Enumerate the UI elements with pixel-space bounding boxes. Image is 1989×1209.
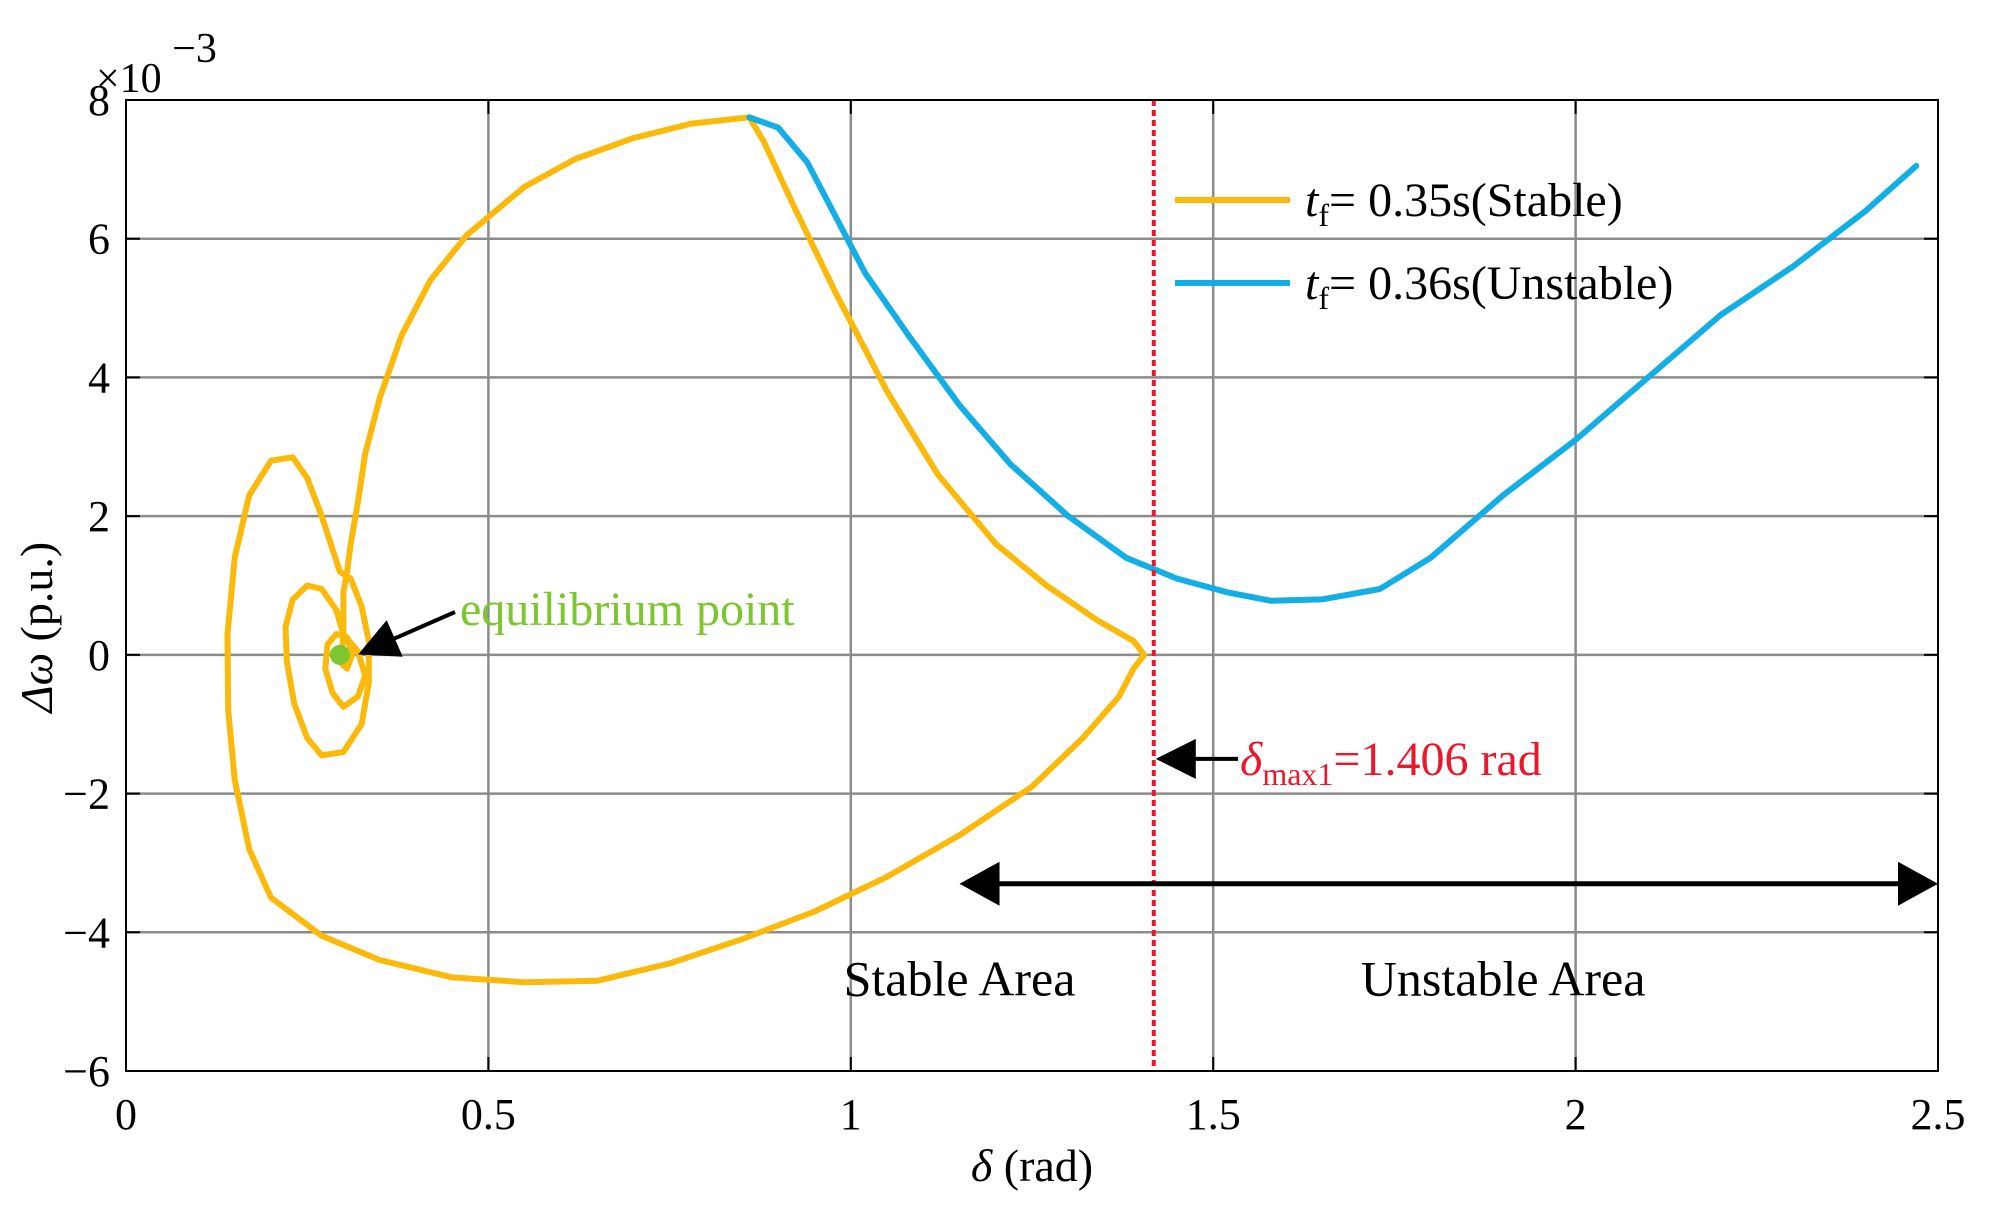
legend-symbol-unstable: t [1305,257,1320,310]
grid-layer [126,100,1938,1071]
y-tick-label: −6 [63,1047,110,1096]
region-arrow-head-left [959,861,1000,906]
annotation-layer [329,100,1938,1071]
plot-frame [125,99,1939,1072]
tick-label-layer: 0 0.5 1 1.5 2 2.5 −6 −4 −2 0 2 4 6 8 [63,76,1965,1139]
x-tick-label: 0.5 [461,1090,516,1139]
series-line-stable [224,114,1148,986]
y-axis-label-symbol: Δω [11,653,62,714]
legend-text-unstable: = 0.36s(Unstable) [1329,257,1673,310]
x-tick-label: 1.5 [1186,1090,1241,1139]
legend-sub-stable: f [1318,197,1329,233]
boundary-label: δmax1=1.406 rad [1240,733,1542,792]
legend-label-stable: tf= 0.35s(Stable) [1305,174,1623,233]
y-tick-label: 4 [88,353,110,402]
y-axis-label-unit: (p.u.) [11,542,62,653]
x-axis-label-symbol: δ [971,1140,993,1191]
legend-text-stable: = 0.35s(Stable) [1329,174,1623,227]
equilibrium-arrow [358,610,456,657]
boundary-label-sub: max1 [1262,756,1333,792]
x-tick-label: 2.5 [1911,1090,1966,1139]
equilibrium-point-marker [329,644,350,665]
x-axis-label-unit: (rad) [992,1140,1093,1191]
y-tick-label: −4 [63,908,110,957]
x-tick-label: 2 [1565,1090,1587,1139]
boundary-label-symbol: δ [1240,733,1263,786]
y-tick-label: 2 [88,492,110,541]
x-axis-label: δ (rad) [971,1140,1093,1191]
y-axis-label: Δω (p.u.) [11,542,62,715]
series-layer [224,114,1920,986]
series-line-unstable [746,114,1920,604]
legend: tf= 0.35s(Stable) tf= 0.36s(Unstable) [1175,174,1673,316]
y-tick-label: 0 [88,631,110,680]
region-arrow-head-right [1898,861,1938,906]
stable-area-label: Stable Area [844,950,1076,1006]
boundary-label-text: =1.406 rad [1333,733,1541,786]
y-tick-label: 6 [88,215,110,264]
y-tick-label: −2 [63,770,110,819]
x-tick-label: 0 [115,1090,137,1139]
equilibrium-label: equilibrium point [460,583,795,636]
y-scale-factor: ×10 −3 [96,26,217,102]
legend-label-unstable: tf= 0.36s(Unstable) [1305,257,1673,316]
legend-sub-unstable: f [1318,280,1329,316]
y-tick-label: 8 [88,76,110,125]
y-scale-exponent: −3 [172,26,217,72]
x-tick-label: 1 [840,1090,862,1139]
y-scale-mantissa: ×10 [96,56,162,102]
unstable-area-label: Unstable Area [1361,950,1646,1006]
legend-symbol-stable: t [1305,174,1320,227]
